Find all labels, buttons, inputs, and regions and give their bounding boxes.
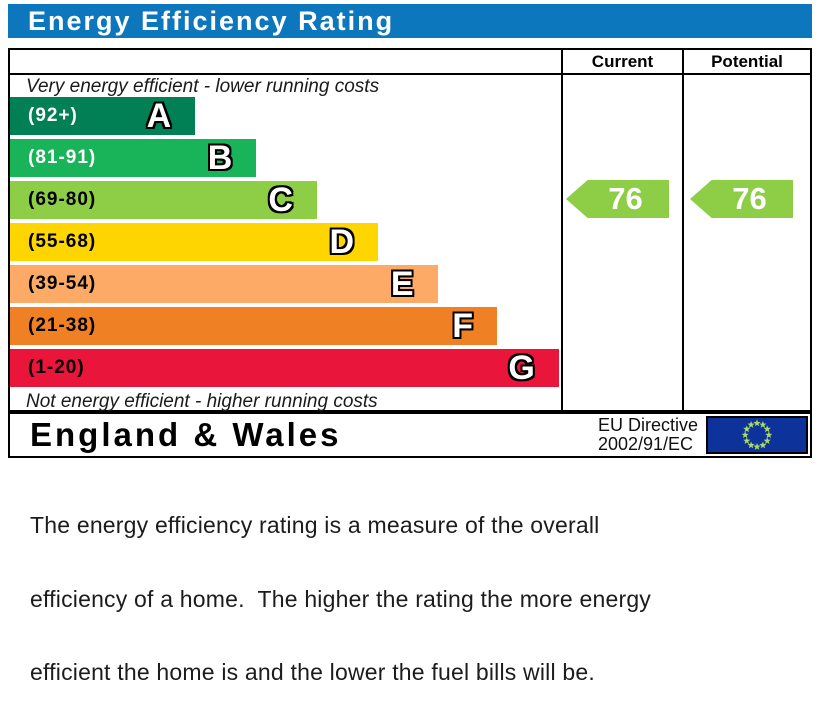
eu-flag-icon (706, 416, 808, 454)
eu-directive-line1: EU Directive (597, 415, 698, 435)
band-letter: G (508, 349, 535, 387)
potential-column: Potential 76 (684, 50, 810, 410)
eu-directive-text: EU Directive 2002/91/EC (598, 416, 706, 454)
rating-chart: Very energy efficient - lower running co… (8, 48, 812, 412)
band-letter: A (146, 97, 172, 135)
bands-area: Very energy efficient - lower running co… (10, 75, 561, 412)
potential-body: 76 (684, 75, 810, 410)
band-range-label: (81-91) (28, 147, 97, 168)
band-row-g: (1-20) G (10, 349, 559, 387)
band-letter: F (452, 307, 474, 345)
band-range-label: (92+) (28, 105, 78, 126)
band-row-f: (21-38) F (10, 307, 498, 345)
current-header: Current (563, 50, 682, 75)
band-letter: D (329, 223, 355, 261)
band-range-label: (55-68) (28, 231, 97, 252)
band-row-b: (81-91) B (10, 139, 257, 177)
bands: (92+) A (81-91) B (69-80) C (55-68) D (39-54) E (2… (10, 97, 561, 387)
current-column: Current 76 (563, 50, 684, 410)
band-range-label: (69-80) (28, 189, 97, 210)
bottom-scale-note: Not energy efficient - higher running co… (26, 391, 378, 412)
potential-header: Potential (684, 50, 810, 75)
bands-column: Very energy efficient - lower running co… (10, 50, 563, 412)
footer-bar: England & Wales EU Directive 2002/91/EC (8, 412, 812, 458)
eu-flag-stars (741, 419, 773, 450)
current-arrow: 76 (566, 180, 669, 218)
description-text: The energy efficiency rating is a measur… (30, 464, 810, 709)
band-range-label: (21-38) (28, 315, 97, 336)
band-letter: C (268, 181, 293, 219)
description-line1: The energy efficiency rating is a measur… (30, 512, 600, 538)
top-scale-note: Very energy efficient - lower running co… (26, 76, 380, 97)
region-name: England & Wales (30, 416, 342, 453)
description-line2: efficiency of a home. The higher the rat… (30, 585, 652, 612)
bands-column-header (10, 50, 561, 75)
band-row-c: (69-80) C (10, 181, 317, 219)
description-line3: efficient the home is and the lower the … (30, 659, 595, 685)
current-body: 76 (563, 75, 682, 410)
band-row-a: (92+) A (10, 97, 196, 135)
eu-directive-line2: 2002/91/EC (597, 434, 694, 454)
band-range-label: (39-54) (28, 273, 97, 294)
band-row-e: (39-54) E (10, 265, 438, 303)
potential-arrow: 76 (690, 180, 793, 218)
band-letter: B (207, 139, 233, 177)
band-row-d: (55-68) D (10, 223, 379, 261)
band-letter: E (390, 265, 414, 303)
page-title: Energy Efficiency Rating (8, 4, 812, 38)
band-range-label: (1-20) (28, 357, 85, 378)
